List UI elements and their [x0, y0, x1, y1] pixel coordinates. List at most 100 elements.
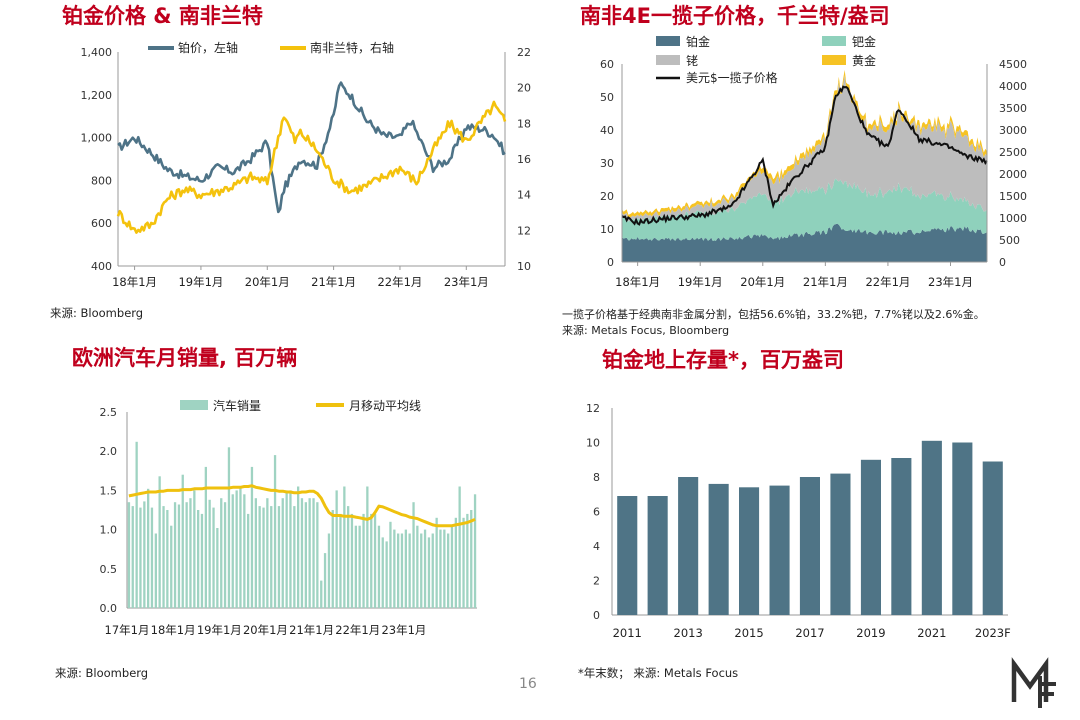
legend-label: 铂金	[686, 34, 710, 49]
legend-label: 汽车销量	[213, 398, 261, 413]
series-line-usd-basket	[621, 85, 988, 226]
bar	[166, 510, 169, 608]
bar	[462, 517, 465, 608]
legend-label: 美元$一揽子价格	[686, 70, 778, 85]
area-rhodium	[622, 75, 987, 222]
y-left-tick-label: 1,000	[81, 132, 113, 145]
bar	[200, 513, 204, 608]
y-left-tick-label: 600	[91, 217, 112, 230]
bar	[285, 490, 288, 608]
bar	[277, 506, 281, 608]
bar	[454, 517, 457, 608]
bar	[381, 537, 384, 608]
bar	[427, 537, 431, 608]
bar	[250, 466, 254, 608]
bar	[185, 502, 188, 608]
legend-swatch	[822, 36, 846, 46]
bar	[450, 525, 454, 608]
bar	[258, 506, 261, 608]
bar	[891, 458, 912, 615]
y-tick-label: 1.5	[100, 484, 118, 497]
bar	[212, 507, 215, 608]
y-left-tick-label: 10	[600, 223, 614, 236]
y-tick-label: 12	[586, 402, 600, 415]
bar	[143, 501, 146, 608]
bar	[197, 510, 200, 608]
y-left-tick-label: 400	[91, 260, 112, 273]
x-tick-label: 22年1月	[335, 623, 380, 637]
bar	[223, 502, 227, 608]
x-tick-label: 20年1月	[740, 275, 785, 289]
bar	[739, 487, 760, 615]
bar	[982, 461, 1003, 615]
bar	[281, 498, 284, 608]
series-line-platinum	[117, 81, 506, 214]
bar	[323, 553, 327, 608]
legend-label: 钯金	[852, 34, 876, 49]
bar	[231, 494, 234, 608]
bar	[443, 529, 446, 608]
y-right-tick-label: 18	[517, 117, 531, 130]
bar	[373, 513, 377, 608]
y-tick-label: 0.5	[100, 563, 118, 576]
y-tick-label: 2.5	[100, 406, 118, 419]
bar	[470, 510, 473, 608]
bar	[158, 476, 161, 608]
x-tick-label: 19年1月	[197, 623, 242, 637]
bar	[270, 506, 273, 608]
bar	[439, 529, 442, 608]
legend-label: 铑	[686, 54, 698, 68]
bar	[830, 473, 851, 615]
y-tick-label: 8	[593, 471, 600, 484]
bar	[377, 525, 381, 608]
bar	[304, 502, 307, 608]
chart-source: 来源: Metals Focus, Bloomberg	[562, 324, 730, 337]
chart-title: 南非4E一揽子价格，千兰特/盎司	[580, 4, 890, 28]
y-left-tick-label: 1,400	[81, 46, 113, 59]
x-tick-label: 2021	[917, 626, 946, 640]
y-right-tick-label: 0	[999, 256, 1006, 269]
x-tick-label: 22年1月	[865, 275, 910, 289]
bar	[435, 517, 438, 608]
bar	[308, 498, 311, 608]
bar	[350, 513, 354, 608]
x-tick-label: 2023F	[975, 626, 1011, 640]
x-tick-label: 2011	[613, 626, 642, 640]
bar	[358, 525, 361, 608]
x-tick-label: 21年1月	[803, 275, 848, 289]
bar	[127, 502, 131, 608]
x-tick-label: 19年1月	[178, 275, 223, 289]
x-tick-label: 17年1月	[105, 623, 150, 637]
bar	[297, 486, 300, 608]
bar	[312, 498, 315, 608]
bar	[423, 529, 427, 608]
y-left-tick-label: 1,200	[81, 89, 113, 102]
legend-label: 黄金	[852, 53, 876, 68]
series-line-rand	[116, 100, 507, 234]
y-right-tick-label: 20	[517, 82, 531, 95]
brand-logo	[1011, 657, 1056, 708]
bar	[147, 488, 150, 608]
y-right-tick-label: 3000	[999, 124, 1027, 137]
bar	[385, 541, 388, 608]
bar	[343, 486, 346, 608]
bar	[254, 498, 257, 608]
bar	[397, 533, 400, 608]
y-tick-label: 2	[593, 575, 600, 588]
chart-eu-car-sales: 2.5 2.0 1.5 1.0 0.5 0.0 17年1月 18年1月 19年1月 20年1月 21…	[100, 398, 477, 637]
chart-source: 来源: Bloomberg	[50, 306, 144, 320]
x-tick-label: 18年1月	[151, 623, 196, 637]
area-platinum	[622, 223, 987, 262]
chart-source: *年末数； 来源: Metals Focus	[578, 666, 739, 680]
bar	[135, 441, 138, 608]
y-left-tick-label: 60	[600, 58, 614, 71]
bar	[647, 496, 668, 615]
y-right-tick-label: 14	[517, 189, 531, 202]
chart-source: 来源: Bloomberg	[55, 666, 149, 680]
bar	[247, 513, 250, 608]
panel-eu-car-sales: 欧洲汽车月销量, 百万辆 2.5 2.0 1.5 1.0 0.5 0.0 17年1月 18年1…	[0, 340, 540, 720]
y-tick-label: 6	[593, 506, 600, 519]
y-tick-label: 2.0	[100, 445, 118, 458]
bar	[227, 447, 231, 608]
y-right-tick-label: 4000	[999, 80, 1027, 93]
